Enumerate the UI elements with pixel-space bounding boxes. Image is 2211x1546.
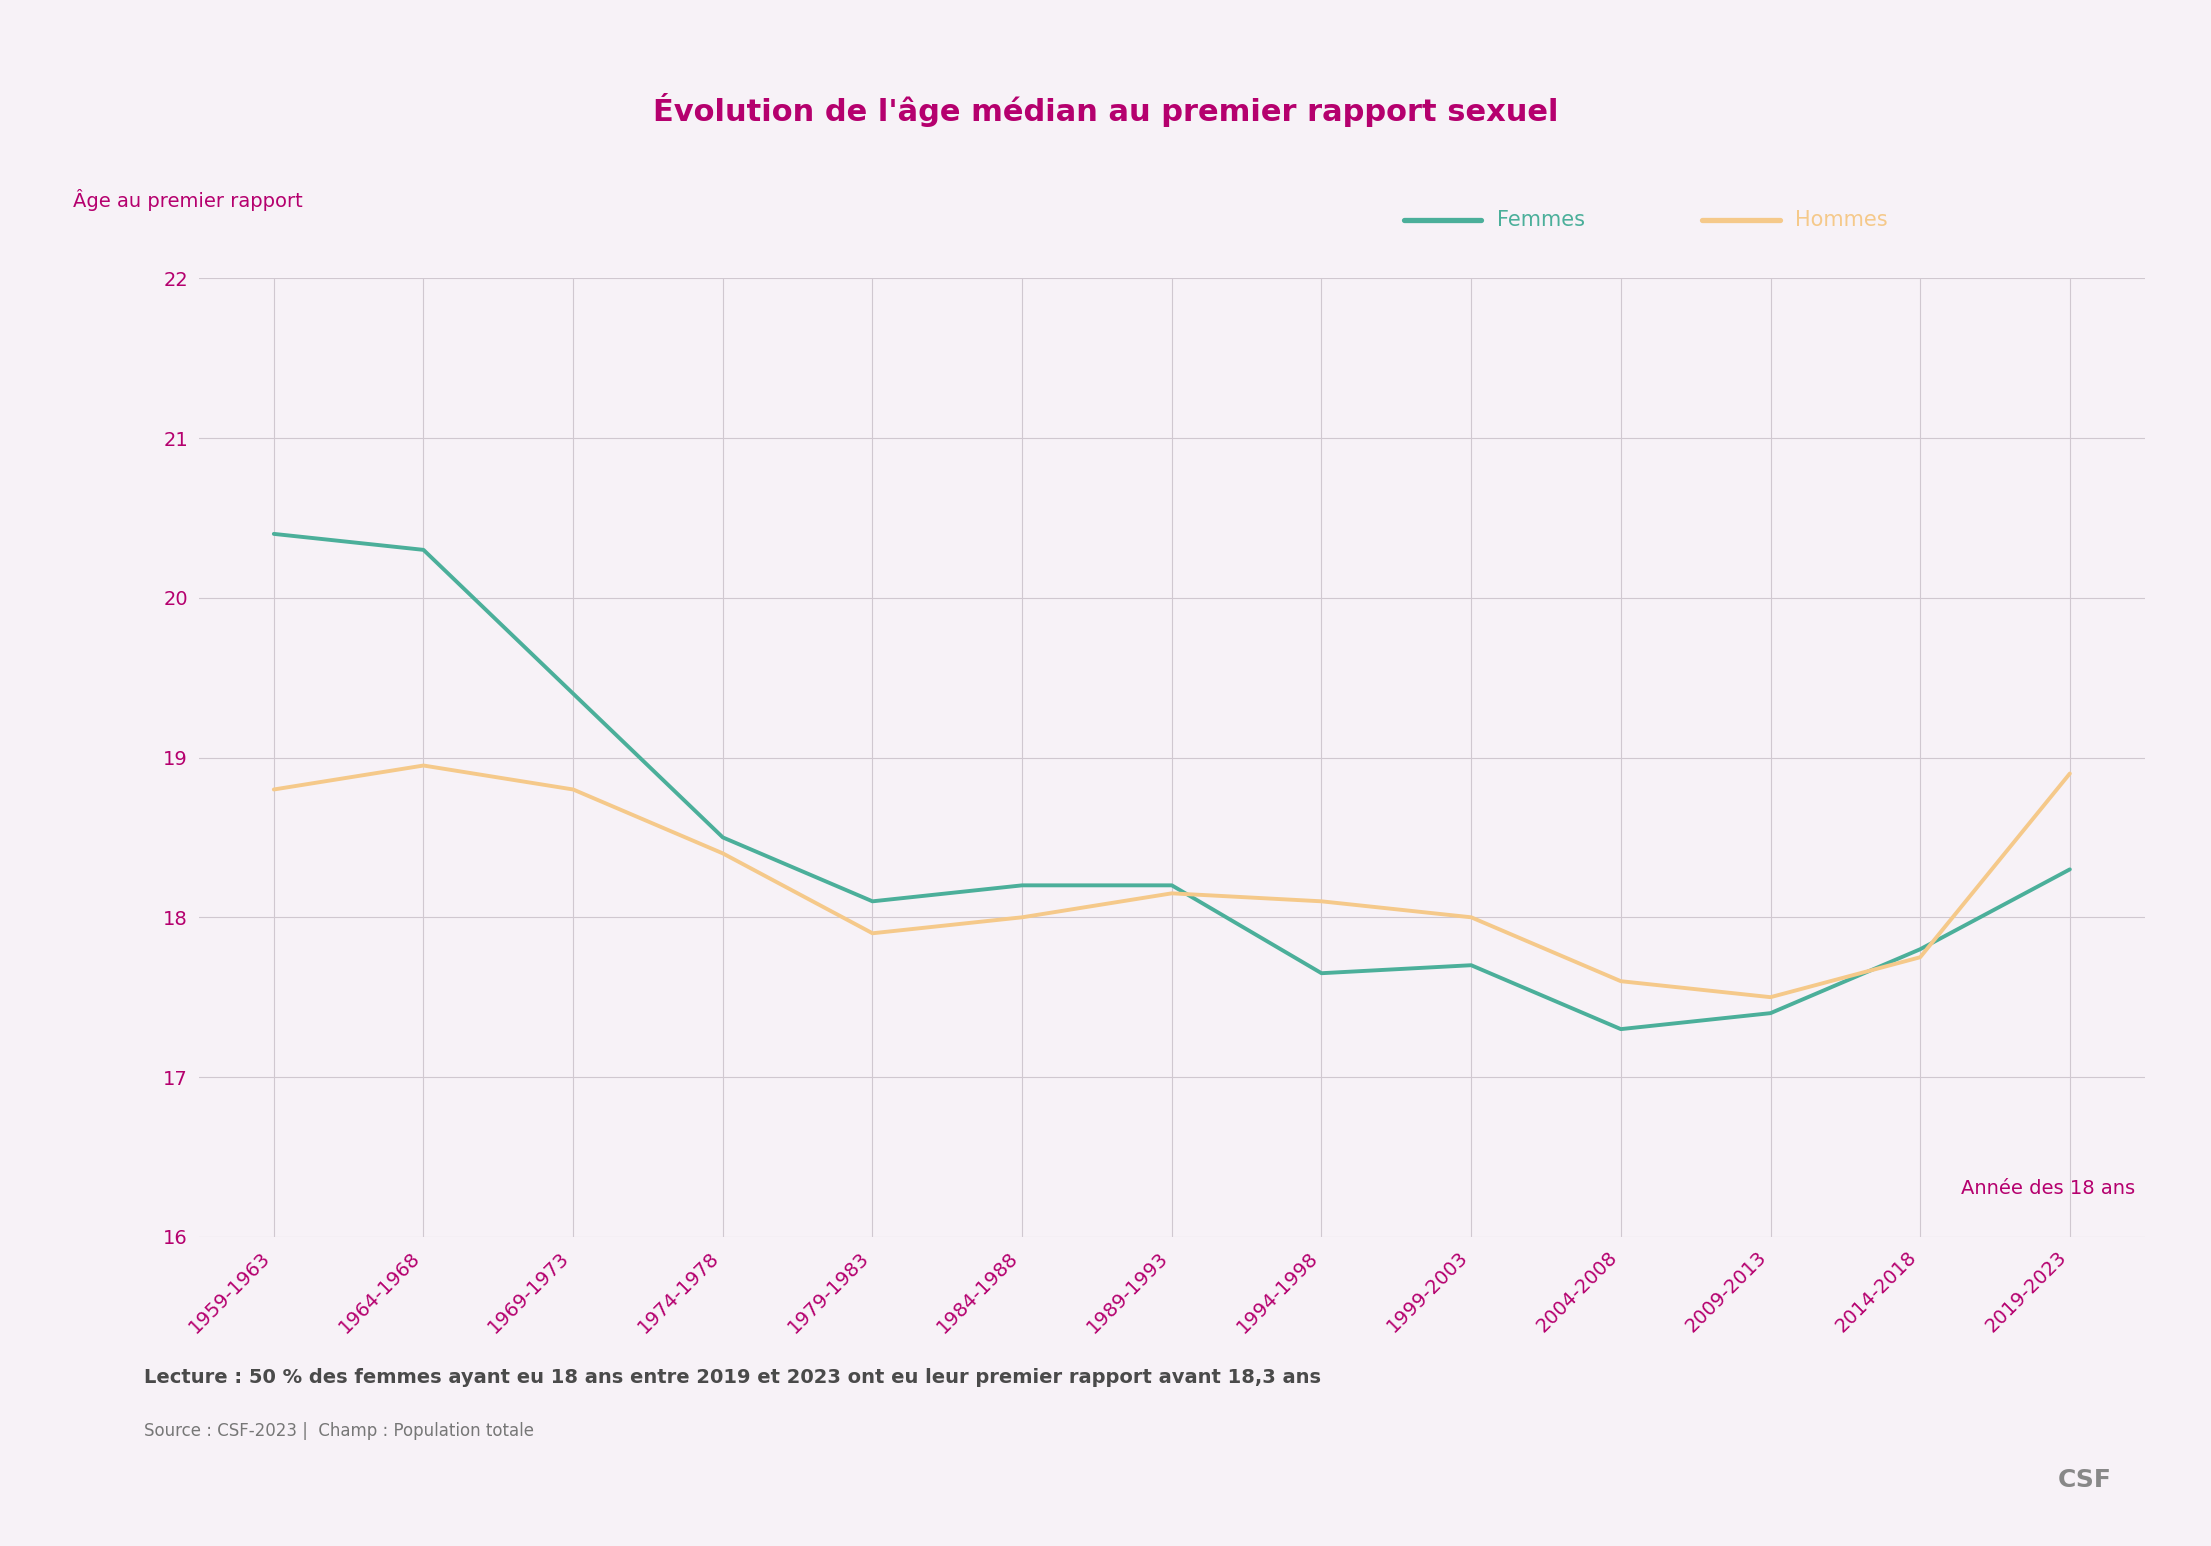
Text: Hommes: Hommes <box>1795 210 1888 229</box>
Text: Année des 18 ans: Année des 18 ans <box>1961 1180 2136 1198</box>
Text: Lecture : 50 % des femmes ayant eu 18 ans entre 2019 et 2023 ont eu leur premier: Lecture : 50 % des femmes ayant eu 18 an… <box>144 1368 1320 1387</box>
Text: Évolution de l'âge médian au premier rapport sexuel: Évolution de l'âge médian au premier rap… <box>652 93 1559 127</box>
Text: Source : CSF-2023 |  Champ : Population totale: Source : CSF-2023 | Champ : Population t… <box>144 1422 533 1441</box>
Text: CSF: CSF <box>2058 1467 2112 1492</box>
Text: Femmes: Femmes <box>1497 210 1585 229</box>
Text: Âge au premier rapport: Âge au premier rapport <box>73 189 303 212</box>
